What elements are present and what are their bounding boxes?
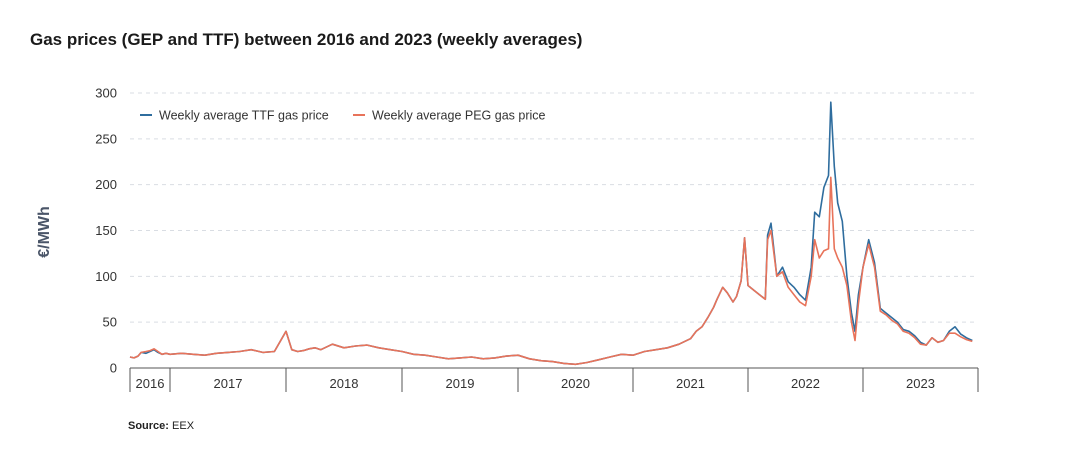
x-tick-label: 2023 [906, 376, 935, 391]
y-tick-label: 200 [95, 177, 117, 192]
chart-title: Gas prices (GEP and TTF) between 2016 an… [30, 30, 583, 49]
source-note: Source: EEX [128, 420, 194, 432]
y-tick-label: 300 [95, 86, 117, 101]
y-tick-label: 150 [95, 223, 117, 238]
y-tick-label: 250 [95, 131, 117, 146]
x-tick-label: 2022 [791, 376, 820, 391]
series-line-peg [129, 176, 973, 366]
x-tick-label: 2019 [446, 376, 475, 391]
x-tick-label: 2021 [676, 376, 705, 391]
legend-label: Weekly average PEG gas price [372, 109, 546, 123]
series-line-ttf [129, 101, 973, 366]
source-label: Source: [128, 420, 169, 432]
x-tick-label: 2020 [561, 376, 590, 391]
source-value: EEX [172, 420, 195, 432]
legend-label: Weekly average TTF gas price [159, 109, 329, 123]
x-tick-label: 2018 [330, 376, 359, 391]
x-tick-label: 2016 [136, 376, 165, 391]
y-tick-label: 100 [95, 269, 117, 284]
y-tick-label: 0 [110, 361, 117, 376]
y-tick-label: 50 [103, 315, 117, 330]
x-tick-label: 2017 [214, 376, 243, 391]
